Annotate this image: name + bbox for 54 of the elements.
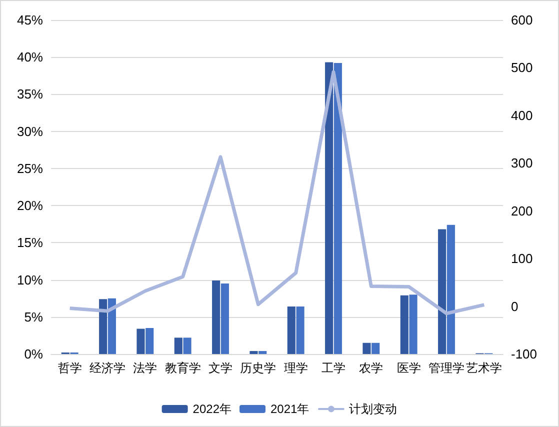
bar: [372, 342, 380, 354]
bar: [99, 299, 108, 354]
y-tick-label: 45%: [16, 12, 44, 28]
bar: [258, 351, 267, 354]
x-tick-label: 农学: [359, 361, 384, 375]
y-tick-label: 40%: [16, 50, 44, 65]
y2-tick-label: 0: [511, 298, 518, 314]
bar: [400, 295, 408, 354]
bar: [438, 229, 446, 354]
x-tick-label: 文学: [208, 361, 232, 375]
line-series: [68, 70, 486, 316]
bar: [220, 283, 229, 354]
y-tick-label: 5%: [24, 309, 44, 324]
y-tick-label: 15%: [16, 235, 44, 250]
y2-tick-label: 500: [511, 60, 533, 76]
bar: [287, 306, 296, 354]
x-tick-label: 工学: [322, 361, 346, 375]
y2-tick-label: 300: [511, 156, 533, 171]
y-tick-label: 25%: [16, 160, 44, 176]
bar: [250, 351, 258, 354]
y-tick-label: 0%: [24, 346, 44, 362]
legend-label: 2022年: [192, 402, 232, 416]
bar: [174, 338, 182, 354]
bar: [183, 338, 192, 354]
y-tick-label: 20%: [16, 198, 44, 214]
x-tick-label: 医学: [396, 361, 421, 375]
y2-tick-label: 100: [511, 251, 533, 266]
y2-tick-label: 600: [511, 12, 533, 28]
bar: [296, 306, 304, 354]
x-tick-label: 历史学: [240, 361, 276, 375]
x-tick-label: 经济学: [90, 361, 126, 375]
x-tick-label: 教育学: [164, 361, 201, 375]
bar: [212, 280, 220, 354]
bar: [136, 328, 145, 354]
y-tick-label: 30%: [16, 124, 44, 139]
x-tick-label: 哲学: [58, 361, 82, 375]
y2-tick-label: 200: [511, 203, 533, 218]
x-tick-label: 理学: [284, 361, 308, 375]
bar: [146, 328, 154, 354]
x-tick-label: 艺术学: [466, 361, 502, 375]
bar: [334, 63, 342, 354]
y-tick-label: 35%: [16, 86, 44, 102]
bar: [446, 224, 455, 354]
bar: [409, 294, 418, 354]
y2-tick-label: 400: [511, 108, 533, 123]
legend-label: 2021年: [270, 402, 310, 416]
legend-label: 计划变动: [349, 402, 398, 416]
bar: [362, 342, 371, 354]
bar: [325, 62, 334, 354]
x-tick-label: 法学: [133, 361, 158, 375]
y-tick-label: 10%: [16, 272, 44, 288]
bar: [108, 298, 116, 354]
x-tick-label: 管理学: [428, 361, 464, 375]
y2-tick-label: -100: [511, 346, 538, 362]
